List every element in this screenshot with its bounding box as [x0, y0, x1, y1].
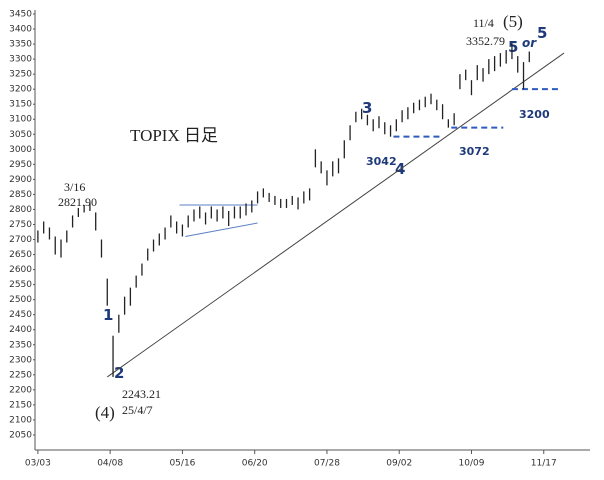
y-tick-label: 2750 — [9, 220, 32, 230]
y-tick-label: 2650 — [9, 250, 32, 260]
y-tick-label: 2450 — [9, 310, 32, 320]
y-tick-label: 2550 — [9, 280, 32, 290]
level-label: 3042 — [366, 155, 397, 168]
x-tick-label: 05/16 — [169, 459, 195, 469]
y-tick-label: 2950 — [9, 160, 32, 170]
annotation: 3352.79 — [466, 34, 505, 48]
y-tick-label: 3400 — [9, 25, 32, 35]
reference-line — [106, 52, 565, 378]
level-label: 3200 — [519, 108, 550, 121]
y-tick-label: 3150 — [9, 100, 32, 110]
annotation: 2821.90 — [58, 195, 97, 209]
wave-label: 3 — [362, 99, 372, 117]
x-tick-label: 06/20 — [242, 459, 268, 469]
y-tick-label: 3200 — [9, 85, 32, 95]
y-tick-label: 2250 — [9, 370, 32, 380]
y-tick-label: 2400 — [9, 325, 32, 335]
y-tick-label: 3350 — [9, 40, 32, 50]
y-tick-label: 2350 — [9, 340, 32, 350]
wave-label: or — [522, 36, 537, 50]
x-tick-label: 11/17 — [531, 459, 557, 469]
y-tick-label: 2900 — [9, 175, 32, 185]
wave-label: 5 — [537, 24, 547, 42]
level-label: 3072 — [459, 145, 490, 158]
y-tick-label: 2300 — [9, 355, 32, 365]
y-tick-label: 2100 — [9, 415, 32, 425]
wave-label: 2 — [114, 364, 124, 382]
reference-line — [185, 222, 258, 238]
y-tick-label: 2150 — [9, 400, 32, 410]
y-tick-label: 2500 — [9, 295, 32, 305]
y-tick-label: 3300 — [9, 55, 32, 65]
y-tick-label: 3000 — [9, 145, 32, 155]
y-tick-label: 2700 — [9, 235, 32, 245]
annotation: 3/16 — [64, 180, 85, 194]
y-tick-label: 2800 — [9, 205, 32, 215]
x-tick-label: 03/03 — [25, 459, 51, 469]
annotation: (4) — [95, 403, 115, 422]
y-tick-label: 3100 — [9, 115, 32, 125]
x-tick-label: 04/08 — [97, 459, 123, 469]
x-tick-label: 07/28 — [314, 459, 340, 469]
x-tick-label: 10/09 — [459, 459, 485, 469]
y-tick-label: 2600 — [9, 265, 32, 275]
y-tick-label: 2850 — [9, 190, 32, 200]
annotation: 25/4/7 — [122, 403, 153, 417]
y-tick-label: 3450 — [9, 10, 32, 20]
annotation: 2243.21 — [122, 387, 161, 401]
y-tick-label: 2050 — [9, 430, 32, 440]
annotation: (5) — [503, 12, 523, 31]
wave-label: 5 — [508, 38, 518, 56]
chart-title: TOPIX 日足 — [130, 126, 218, 145]
wave-label: 1 — [103, 306, 113, 324]
y-tick-label: 3050 — [9, 130, 32, 140]
y-tick-label: 2200 — [9, 385, 32, 395]
x-tick-label: 09/02 — [386, 459, 412, 469]
y-tick-label: 3250 — [9, 70, 32, 80]
annotation: 11/4 — [473, 16, 494, 30]
